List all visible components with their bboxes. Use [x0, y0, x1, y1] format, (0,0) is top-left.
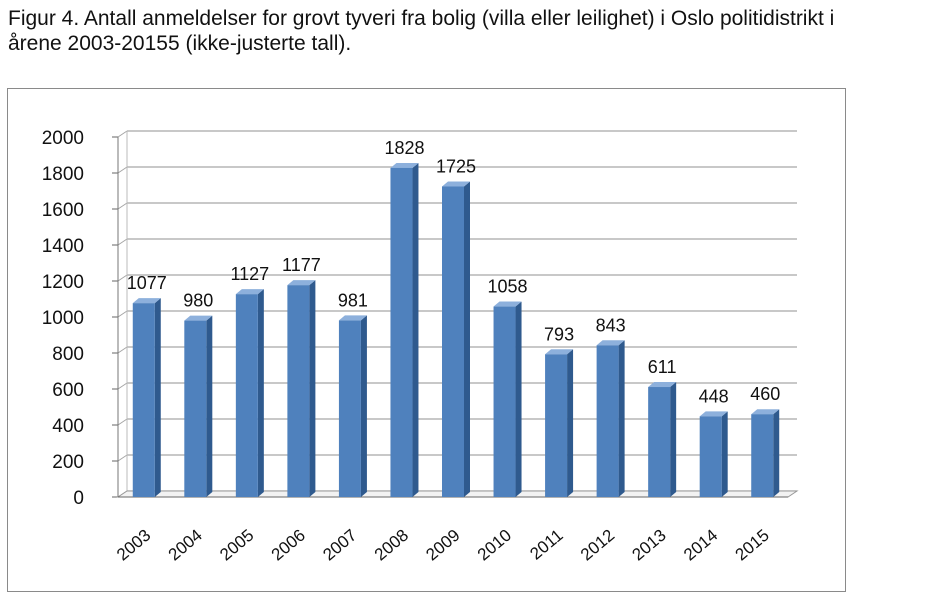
y-tick-label: 2000 — [42, 128, 84, 149]
bar-side-2003 — [154, 298, 161, 497]
gridline-depth — [117, 202, 128, 210]
x-tick-label-2005: 2005 — [216, 526, 257, 565]
bar-top-2009 — [442, 181, 470, 187]
bar-side-2014 — [721, 411, 728, 497]
bar-top-2015 — [751, 409, 780, 415]
bar-top-2013 — [648, 382, 677, 388]
figure-caption: Figur 4. Antall anmeldelser for grovt ty… — [8, 6, 932, 56]
bar-2003 — [132, 303, 155, 497]
data-label-2004: 980 — [183, 291, 213, 311]
x-tick-label-2011: 2011 — [526, 526, 566, 564]
gridline-depth — [117, 238, 128, 246]
bar-side-2004 — [206, 315, 213, 497]
bar-2009 — [442, 186, 464, 497]
x-tick-label-2013: 2013 — [629, 526, 670, 565]
y-tick-label: 600 — [52, 380, 84, 401]
gridline-depth — [117, 382, 128, 390]
y-tick-label: 1600 — [42, 200, 84, 221]
bar-top-2007 — [338, 315, 367, 321]
data-label-2014: 448 — [699, 386, 729, 406]
gridline-depth — [117, 130, 128, 138]
y-tick-label: 1200 — [42, 272, 84, 293]
data-label-2011: 793 — [544, 324, 574, 344]
y-tick-label: 200 — [52, 452, 84, 473]
gridline-depth — [117, 166, 128, 174]
bar-2013 — [648, 387, 671, 497]
gridline-depth — [117, 346, 128, 354]
x-tick-label-2007: 2007 — [319, 526, 360, 565]
x-tick-label-2008: 2008 — [371, 526, 412, 565]
bar-top-2004 — [184, 315, 213, 321]
caption-line-1: Figur 4. Antall anmeldelser for grovt ty… — [8, 7, 835, 30]
bar-side-2008 — [412, 162, 419, 497]
gridline-depth — [117, 418, 128, 426]
data-label-2007: 981 — [338, 290, 368, 310]
bar-side-2007 — [360, 315, 367, 497]
bar-side-2005 — [257, 289, 264, 497]
x-tick-label-2009: 2009 — [422, 526, 463, 565]
x-tick-label-2006: 2006 — [268, 526, 309, 565]
bar-side-2011 — [567, 349, 574, 497]
bar-side-2012 — [618, 340, 625, 497]
y-tick-label: 1400 — [42, 236, 84, 257]
gridline-depth — [117, 310, 128, 318]
caption-line-2: årene 2003-20155 (ikke-justerte tall). — [8, 32, 352, 55]
bar-2005 — [235, 294, 258, 497]
bar-top-2010 — [493, 301, 522, 307]
bar-2007 — [338, 320, 361, 497]
bar-side-2015 — [773, 409, 780, 497]
x-tick-label-2010: 2010 — [474, 526, 515, 565]
y-tick-label: 1000 — [42, 308, 84, 329]
gridline-depth — [117, 274, 128, 282]
x-tick-label-2012: 2012 — [577, 526, 618, 565]
gridline-depth — [117, 454, 128, 462]
bar-top-2014 — [699, 411, 728, 417]
y-tick-label: 0 — [73, 488, 84, 509]
bar-side-2009 — [464, 181, 470, 497]
bar-side-2006 — [309, 280, 316, 497]
bar-side-2010 — [515, 301, 522, 497]
bar-top-2005 — [235, 289, 264, 295]
bar-2010 — [493, 306, 516, 497]
bar-top-2006 — [287, 280, 316, 286]
data-label-2015: 460 — [750, 384, 780, 404]
data-label-2013: 611 — [648, 357, 677, 377]
bar-2011 — [545, 354, 568, 497]
bar-2006 — [287, 285, 310, 497]
x-tick-label-2014: 2014 — [680, 526, 721, 565]
bar-2012 — [596, 345, 619, 497]
data-label-2006: 1177 — [282, 255, 321, 275]
y-tick-label: 400 — [52, 416, 84, 437]
data-label-2008: 1828 — [384, 138, 424, 158]
bar-2008 — [390, 167, 413, 497]
bar-top-2008 — [390, 162, 419, 168]
bar-top-2003 — [132, 298, 161, 304]
y-tick-label: 800 — [52, 344, 84, 365]
x-tick-label-2004: 2004 — [165, 526, 206, 565]
bar-top-2012 — [596, 340, 625, 346]
x-tick-label-2015: 2015 — [732, 526, 773, 565]
data-label-2005: 1127 — [230, 264, 269, 284]
x-tick-label-2003: 2003 — [113, 526, 154, 565]
bar-2015 — [751, 414, 774, 497]
bar-side-2013 — [670, 382, 677, 497]
bar-top-2011 — [545, 349, 574, 355]
data-label-2009: 1725 — [436, 157, 476, 177]
data-label-2010: 1058 — [488, 277, 528, 297]
y-tick-label: 1800 — [42, 164, 84, 185]
data-label-2003: 1077 — [127, 273, 167, 293]
bar-2004 — [184, 320, 207, 497]
data-label-2012: 843 — [596, 315, 626, 335]
bar-2014 — [699, 416, 722, 497]
